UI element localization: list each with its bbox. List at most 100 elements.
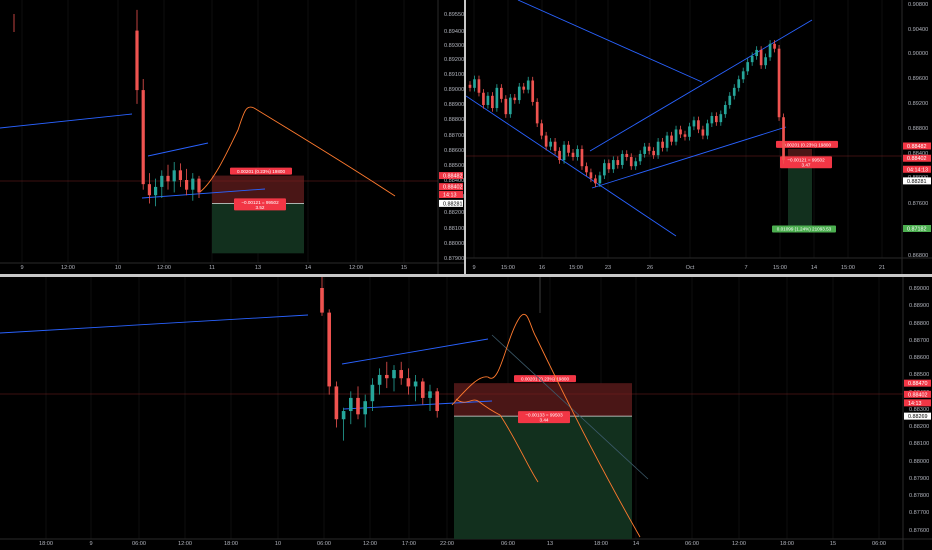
trendline	[466, 95, 677, 237]
x-tick-label: 06:00	[501, 541, 515, 547]
candle-body	[701, 129, 705, 136]
candle-body	[320, 288, 324, 313]
candle-body	[598, 175, 602, 184]
candle-body	[363, 401, 367, 415]
trendline	[0, 314, 309, 334]
candle-body	[435, 391, 439, 412]
candle-body	[178, 170, 182, 180]
stop-label-box	[776, 140, 838, 148]
candle-body	[486, 95, 490, 105]
candle-body	[327, 312, 331, 387]
target-label: 0.01099 (1.24%) 21093.53	[777, 227, 832, 232]
candle-body	[611, 160, 615, 170]
price-tag-box	[904, 379, 931, 387]
candle-body	[616, 160, 620, 165]
candle-body	[737, 79, 741, 88]
x-tick-label: 14	[811, 265, 817, 271]
candle-body	[746, 62, 750, 72]
candle-body	[670, 135, 673, 142]
projection-path	[455, 398, 539, 483]
candle-body	[571, 152, 575, 158]
channel-lower-line	[141, 188, 266, 199]
x-tick-label: 9	[89, 541, 92, 547]
y-tick-label: 0.89000	[909, 286, 929, 292]
price-tag-box	[439, 191, 463, 199]
candle-body	[147, 184, 151, 196]
y-tick-label: 0.88300	[909, 407, 929, 413]
entry-label: −0.00133 = 99503	[525, 413, 563, 418]
price-tag: 0.88482	[443, 174, 463, 180]
candle-body	[406, 378, 411, 387]
y-tick-label: 0.89400	[444, 29, 464, 35]
candle-body	[706, 123, 709, 136]
candle-body	[562, 144, 566, 161]
candle-body	[683, 134, 687, 137]
candle-body	[625, 153, 629, 158]
candle-body	[399, 370, 403, 379]
candle-body	[643, 146, 647, 154]
candle-body	[607, 163, 611, 170]
x-tick-label: 9	[472, 265, 475, 271]
trendline	[0, 113, 133, 129]
candle-body	[334, 386, 339, 420]
candle-body	[172, 170, 176, 182]
x-tick-label: 9	[20, 265, 23, 271]
candle-body	[513, 97, 517, 101]
candle-body	[652, 150, 655, 156]
candle-body	[759, 49, 763, 66]
y-tick-label: 0.87700	[909, 510, 929, 516]
price-tag-box	[903, 165, 931, 173]
price-tag: 0.88470	[908, 381, 928, 387]
candle-body	[413, 381, 418, 387]
candle-body	[728, 95, 732, 105]
y-tick-label: 0.88600	[444, 148, 464, 154]
candle-body	[603, 163, 606, 176]
pane-divider-horizontal[interactable]	[0, 274, 932, 277]
chart-canvas-top-right[interactable]: 0.90800 0.90400 0.90000 0.89600 0.89200 0.888…	[466, 0, 932, 274]
channel-upper-line	[589, 19, 813, 152]
candle-body	[473, 79, 476, 88]
chart-pane-top-right[interactable]: 0.90800 0.90400 0.90000 0.89600 0.89200 0.888…	[466, 0, 932, 274]
candle-body	[719, 114, 723, 123]
x-tick-label: 7	[744, 265, 747, 271]
x-tick-label: 15:00	[569, 265, 583, 271]
candle-body	[764, 57, 767, 66]
pane-divider-vertical[interactable]	[464, 0, 466, 274]
price-tag-box	[903, 177, 931, 185]
channel-upper-line	[341, 338, 489, 365]
price-tag: 0.88402	[907, 156, 927, 162]
entry-sub-label: 3.47	[802, 163, 811, 168]
candle-body	[356, 397, 360, 415]
candle-body	[517, 86, 521, 101]
chart-pane-bottom[interactable]: 0.89000 0.88900 0.88800 0.88700 0.88600 0.885…	[0, 277, 932, 550]
x-tick-label: 18:00	[780, 541, 794, 547]
candle-body	[777, 48, 781, 118]
chart-canvas-top-left[interactable]: 0.89550 0.89400 0.89300 0.89200 0.89100 0.890…	[0, 0, 464, 274]
candle-body	[634, 161, 638, 167]
entry-label-box	[234, 198, 286, 211]
stop-label: 0.00201 (0.23%) 19800	[521, 377, 569, 382]
candle-body	[544, 135, 548, 147]
candle-body	[553, 141, 557, 151]
y-tick-label: 0.88800	[444, 117, 464, 123]
y-tick-label: 0.88900	[444, 102, 464, 108]
stop-label: 0.00201 (0.23%) 19800	[783, 142, 831, 147]
x-tick-label: 12:00	[732, 541, 746, 547]
chart-canvas-bottom[interactable]: 0.89000 0.88900 0.88800 0.88700 0.88600 0.885…	[0, 277, 932, 550]
candle-body	[710, 116, 714, 124]
price-tag: 0.88281	[907, 179, 927, 185]
candle-body	[782, 117, 785, 161]
candle-body	[154, 186, 158, 196]
channel-lower-line	[343, 400, 493, 410]
candle-body	[620, 153, 624, 165]
candle-body	[141, 90, 145, 185]
price-tag-box	[904, 412, 931, 420]
candle-body	[526, 80, 530, 90]
y-tick-label: 0.88400	[444, 178, 464, 184]
candle-body	[732, 87, 736, 96]
price-tag-box	[903, 224, 931, 232]
candle-body	[166, 175, 170, 182]
take-profit-zone	[454, 416, 632, 539]
y-tick-label: 0.88700	[909, 338, 929, 344]
chart-pane-top-left[interactable]: 0.89550 0.89400 0.89300 0.89200 0.89100 0.890…	[0, 0, 464, 274]
